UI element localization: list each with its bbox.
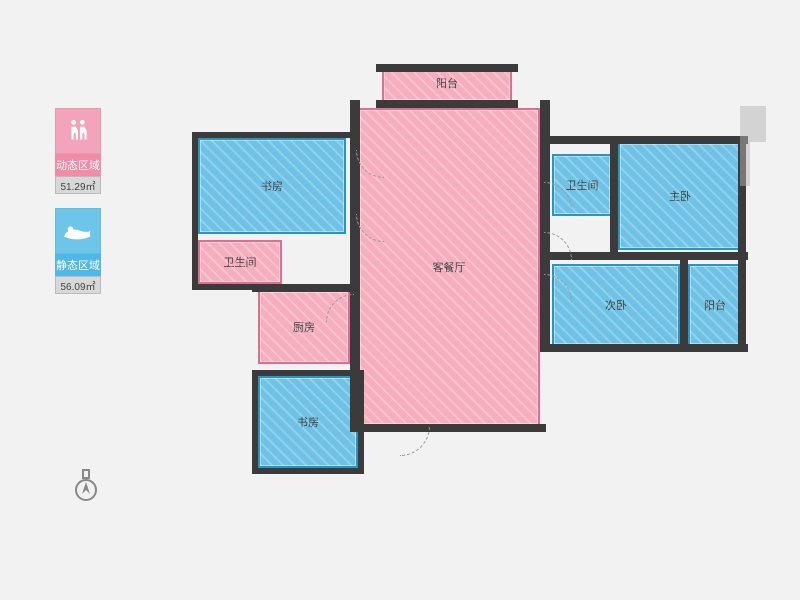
compass-icon [72, 468, 100, 504]
room-label: 主卧 [669, 188, 691, 204]
rail-0 [740, 106, 766, 142]
legend-dynamic-icon [55, 108, 101, 154]
room-balcony-right: 阳台 [688, 264, 742, 346]
wall-5 [544, 136, 748, 144]
room-second: 次卧 [552, 264, 680, 346]
room-label: 客餐厅 [433, 259, 466, 275]
legend-static-value: 56.09㎡ [55, 276, 101, 294]
wall-11 [350, 424, 546, 432]
legend-panel: 动态区域 51.29㎡ 静态区域 56.09㎡ [55, 108, 101, 308]
wall-outline-0 [192, 132, 358, 290]
wall-8 [544, 344, 748, 352]
legend-dynamic-label: 动态区域 [55, 154, 101, 176]
wall-7 [544, 252, 748, 260]
door-arc-4 [544, 232, 572, 260]
legend-static: 静态区域 56.09㎡ [55, 208, 101, 294]
wall-4 [252, 284, 358, 292]
room-master: 主卧 [618, 142, 742, 250]
legend-static-icon [55, 208, 101, 254]
door-arc-6 [400, 426, 430, 456]
rail-1 [740, 142, 750, 186]
legend-dynamic: 动态区域 51.29㎡ [55, 108, 101, 194]
room-label: 厨房 [293, 319, 315, 335]
legend-static-label: 静态区域 [55, 254, 101, 276]
sleep-icon [64, 221, 92, 241]
wall-10 [610, 140, 618, 256]
wall-outline-1 [252, 370, 364, 474]
room-label: 次卧 [605, 297, 627, 313]
wall-9 [680, 256, 688, 348]
room-label: 阳台 [704, 297, 726, 313]
wall-0 [376, 64, 518, 72]
wall-1 [376, 100, 518, 108]
legend-dynamic-value: 51.29㎡ [55, 176, 101, 194]
room-label: 阳台 [436, 75, 458, 91]
room-living: 客餐厅 [358, 108, 540, 426]
room-label: 卫生间 [566, 177, 599, 193]
people-icon [65, 118, 91, 144]
